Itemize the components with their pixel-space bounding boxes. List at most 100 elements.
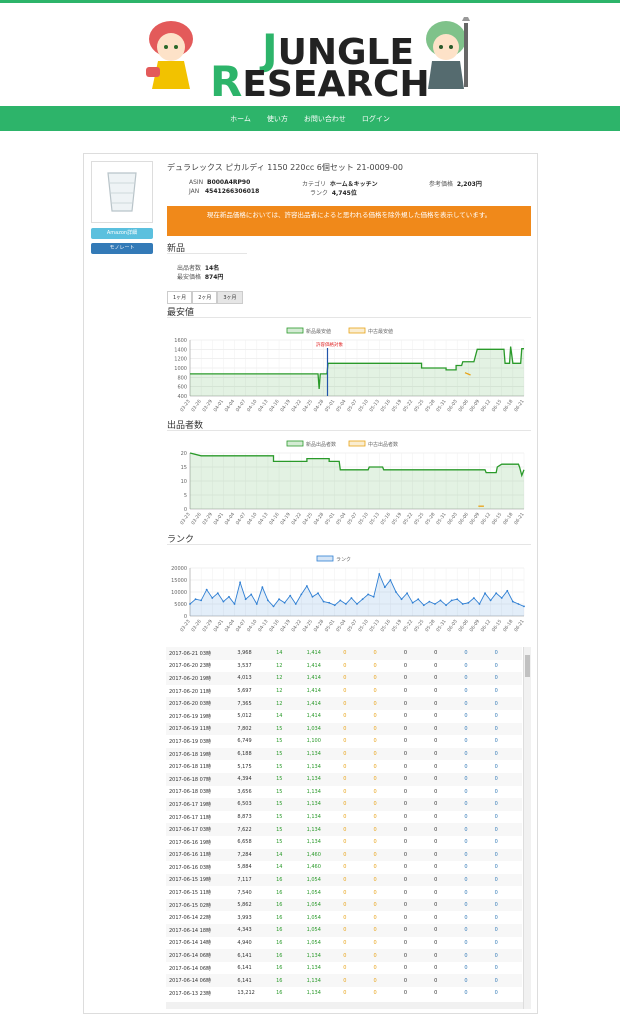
table-row: 2017-06-15 11時 7,540 16 1,054 0 0 0 0 0 0 xyxy=(166,886,522,899)
table-cell: 1,054 xyxy=(303,924,341,937)
table-cell: 0 xyxy=(370,924,401,937)
new-heading: 新品 xyxy=(167,244,186,254)
table-cell: 0 xyxy=(370,647,401,660)
data-point xyxy=(517,603,520,605)
table-cell: 6,188 xyxy=(234,747,274,761)
nav-howto[interactable]: 使い方 xyxy=(266,114,288,123)
data-point xyxy=(239,581,241,584)
table-cell: 16 xyxy=(276,889,283,896)
table-cell: 0 xyxy=(431,924,462,937)
scrollbar-thumb[interactable] xyxy=(525,655,530,677)
x-tick-label: 04-07 xyxy=(235,512,248,526)
y-tick-label: 0 xyxy=(184,614,187,620)
table-cell: 0 xyxy=(400,697,432,710)
legend-label: 新品最安値 xyxy=(306,328,331,335)
table-cell: 0 xyxy=(373,839,377,846)
table-cell: 0 xyxy=(343,864,347,871)
table-row: 2017-06-16 19時 6,658 15 1,134 0 0 0 0 0 0 xyxy=(166,836,522,849)
data-point xyxy=(428,600,431,603)
tab-2month[interactable]: 2ヶ月 xyxy=(192,291,218,304)
table-cell: 0 xyxy=(491,898,522,912)
nav-contact[interactable]: お問い合わせ xyxy=(303,114,346,123)
x-tick-label: 03-26 xyxy=(190,619,203,633)
data-point xyxy=(478,603,481,605)
table-cell: 2017-06-20 19時 xyxy=(166,672,235,685)
legend-swatch xyxy=(316,555,334,562)
table-cell: 0 xyxy=(343,889,347,896)
table-cell: 0 xyxy=(370,697,401,710)
table-cell: 0 xyxy=(494,990,498,997)
site-logo[interactable]: JUNGLE RESEARCH xyxy=(0,3,620,106)
y-tick-label: 15000 xyxy=(171,578,187,584)
table-cell: 1,134 xyxy=(306,814,321,821)
y-tick-label: 0 xyxy=(184,507,187,513)
x-tick-label: 03-23 xyxy=(179,619,192,633)
x-tick-label: 04-16 xyxy=(268,512,281,526)
table-cell: 3,537 xyxy=(237,662,252,669)
category-info: カテゴリ ホーム＆キッチン xyxy=(302,181,378,188)
table-cell: 0 xyxy=(370,848,401,862)
y-tick-label: 10 xyxy=(181,479,187,485)
product-image[interactable] xyxy=(91,161,153,223)
table-cell: 0 xyxy=(464,939,468,946)
data-point xyxy=(306,585,308,587)
data-point xyxy=(461,603,464,605)
amazon-detail-button[interactable]: Amazon詳細 xyxy=(91,228,153,239)
nav-login[interactable]: ログイン xyxy=(361,114,390,123)
table-cell: 0 xyxy=(431,898,462,912)
table-cell: 0 xyxy=(491,647,522,660)
data-point xyxy=(506,589,509,592)
data-point xyxy=(250,593,253,596)
table-hscrollbar[interactable] xyxy=(166,1002,523,1009)
table-cell: 0 xyxy=(403,814,408,821)
table-cell: 2017-06-13 23時 xyxy=(169,990,212,997)
table-cell: 0 xyxy=(400,898,432,912)
tab-1month[interactable]: 1ヶ月 xyxy=(167,291,193,304)
data-point xyxy=(489,599,492,602)
table-cell: 0 xyxy=(434,889,438,896)
x-tick-label: 05-07 xyxy=(346,619,359,633)
table-cell: 0 xyxy=(461,974,492,988)
table-row: 2017-06-20 03時 7,365 12 1,414 0 0 0 0 0 0 xyxy=(166,697,522,710)
table-cell: 2017-06-15 11時 xyxy=(169,890,212,897)
table-row: 2017-06-17 11時 8,873 15 1,134 0 0 0 0 0 0 xyxy=(166,811,522,824)
x-tick-label: 06-21 xyxy=(513,512,526,526)
x-tick-label: 06-06 xyxy=(457,399,470,413)
history-table-container[interactable]: 2017-06-21 03時 3,968 14 1,414 0 0 0 0 0 0 2017-06-… xyxy=(166,647,531,1009)
table-cell: 15 xyxy=(273,823,304,836)
x-tick-label: 04-19 xyxy=(279,619,292,633)
table-scrollbar[interactable] xyxy=(523,647,531,1009)
table-cell: 0 xyxy=(461,949,492,962)
x-tick-label: 05-25 xyxy=(413,619,426,633)
table-cell: 14 xyxy=(276,864,283,871)
series-line xyxy=(189,452,525,478)
table-cell: 3,656 xyxy=(237,788,252,795)
table-cell: 0 xyxy=(403,990,408,997)
table-cell: 0 xyxy=(431,798,462,811)
table-cell: 0 xyxy=(343,713,347,720)
table-row: 2017-06-17 19時 6,503 15 1,134 0 0 0 0 0 0 xyxy=(166,798,522,811)
table-cell: 0 xyxy=(464,864,468,871)
x-tick-label: 04-10 xyxy=(246,619,259,633)
x-tick-label: 06-03 xyxy=(446,619,459,633)
monorate-button[interactable]: モノレート xyxy=(91,243,153,254)
tab-3month[interactable]: 3ヶ月 xyxy=(217,291,243,304)
table-cell: 0 xyxy=(340,873,371,887)
table-cell: 7,117 xyxy=(234,873,274,887)
table-cell: 0 xyxy=(373,763,377,770)
data-point xyxy=(339,599,342,602)
table-cell: 1,134 xyxy=(303,747,341,761)
table-cell: 0 xyxy=(403,788,408,795)
data-point xyxy=(450,599,453,602)
table-cell: 0 xyxy=(373,914,377,921)
y-tick-label: 400 xyxy=(177,394,187,400)
table-cell: 6,141 xyxy=(234,949,274,962)
x-tick-label: 05-31 xyxy=(435,619,448,633)
table-cell: 0 xyxy=(370,672,401,685)
data-point xyxy=(367,593,370,596)
x-tick-label: 06-03 xyxy=(446,399,459,413)
table-cell: 1,134 xyxy=(306,965,321,972)
table-cell: 1,134 xyxy=(306,990,321,997)
table-cell: 0 xyxy=(461,722,492,736)
nav-home[interactable]: ホーム xyxy=(230,114,251,123)
